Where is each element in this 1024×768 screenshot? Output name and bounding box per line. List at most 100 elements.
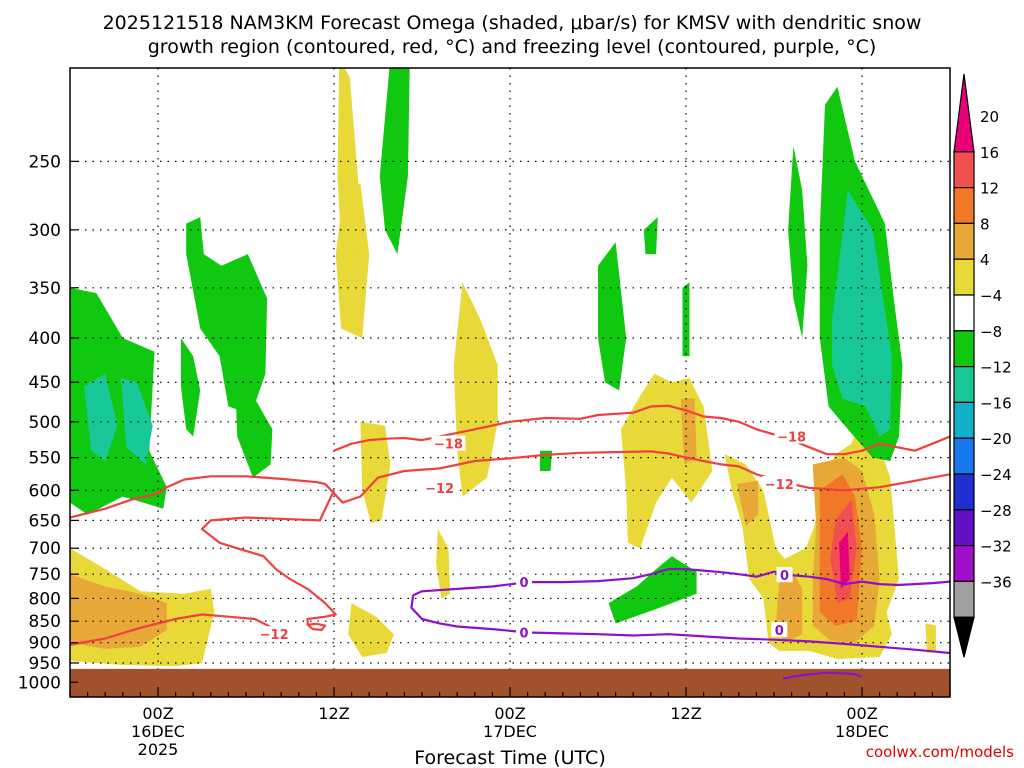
colorbar: 20 16 12 8 4 −4 −8 −12 −16 −20 −24 −28 −32 −36	[953, 73, 1012, 658]
colorbar-label: 4	[980, 251, 990, 269]
pressure-tick-label: 850	[29, 612, 61, 632]
credit-text: coolwx.com/models	[866, 743, 1014, 761]
contour-label-bg	[516, 624, 533, 640]
colorbar-label: −8	[980, 323, 1002, 341]
omega-region	[70, 287, 167, 515]
omega-region	[925, 623, 936, 653]
omega-region	[643, 217, 658, 255]
colorbar-label: 16	[980, 144, 999, 162]
colorbar-label: −16	[980, 394, 1012, 412]
omega-region	[379, 68, 410, 255]
contour-label-bg	[257, 626, 292, 642]
contour-label-bg	[516, 574, 533, 590]
colorbar-label: −20	[980, 430, 1012, 448]
contour-label: −12	[260, 628, 289, 643]
pressure-tick-label: 650	[29, 511, 61, 531]
contour-label: −18	[777, 431, 806, 446]
omega-region	[186, 217, 268, 415]
omega-region	[608, 556, 697, 624]
grid-lines	[70, 68, 950, 669]
pressure-tick-label: 550	[29, 449, 61, 469]
time-tick-label: 16DEC	[131, 722, 185, 741]
colorbar-bin	[953, 473, 975, 511]
chart-title-line-2: growth region (contoured, red, °C) and f…	[148, 36, 877, 58]
time-tick-label: 12Z	[670, 704, 701, 723]
pressure-tick-label: 500	[29, 413, 61, 433]
pressure-tick-label: 950	[29, 654, 61, 674]
pressure-tick-label: 350	[29, 279, 61, 299]
colorbar-bin	[953, 509, 975, 547]
colorbar-bin	[953, 544, 975, 582]
contour-labels: −18 −12 −12 0 0 −18 −12 0 0	[257, 428, 809, 643]
contour-label: 0	[520, 627, 529, 642]
pressure-tick-label: 700	[29, 539, 61, 559]
omega-region	[680, 398, 697, 465]
omega-region	[121, 378, 153, 465]
contour-label-bg	[771, 621, 788, 637]
omega-region	[682, 282, 690, 357]
colorbar-label: −32	[980, 538, 1012, 556]
time-tick-label: 00Z	[494, 704, 525, 723]
colorbar-bin	[953, 330, 975, 368]
contour-label: −12	[765, 478, 794, 493]
red-isotherm-line	[333, 404, 950, 456]
contour-label: −18	[434, 438, 463, 453]
omega-region	[788, 146, 808, 338]
colorbar-bin	[953, 437, 975, 475]
omega-region	[84, 373, 118, 461]
colorbar-bin	[953, 294, 975, 332]
omega-region	[70, 574, 167, 649]
contour-label-bg	[431, 435, 466, 451]
freezing-level-line	[782, 671, 863, 680]
colorbar-label: −28	[980, 502, 1012, 520]
omega-region	[348, 603, 394, 657]
colorbar-bin	[953, 366, 975, 404]
omega-region	[360, 421, 391, 524]
colorbar-label: −12	[980, 359, 1012, 377]
colorbar-label: 12	[980, 180, 999, 198]
time-tick-label: 18DEC	[835, 722, 889, 741]
pressure-tick-label: 1000	[18, 673, 61, 693]
contour-label-bg	[774, 428, 809, 444]
omega-region	[737, 480, 759, 527]
colorbar-label: 20	[980, 108, 999, 126]
time-tick-label: 17DEC	[483, 722, 537, 741]
contour-label: 0	[520, 576, 529, 591]
pressure-tick-label: 750	[29, 565, 61, 585]
time-tick-label: 12Z	[318, 704, 349, 723]
red-isotherm-line	[200, 489, 337, 626]
omega-region	[235, 386, 273, 478]
contour-label-bg	[776, 567, 793, 583]
pressure-tick-label: 450	[29, 373, 61, 393]
pressure-tick-label: 250	[29, 152, 61, 172]
omega-shaded-regions	[70, 68, 936, 667]
colorbar-bin	[953, 222, 975, 260]
x-axis-label: Forecast Time (UTC)	[414, 747, 605, 768]
pressure-tick-label: 900	[29, 634, 61, 654]
freezing-level-contours	[410, 567, 950, 680]
colorbar-label: −36	[980, 573, 1012, 591]
pressure-axis: 2503003504004505005506006507007508008509…	[18, 152, 78, 693]
pressure-tick-label: 400	[29, 329, 61, 349]
colorbar-label: −24	[980, 466, 1012, 484]
omega-region	[832, 190, 892, 437]
omega-region	[337, 68, 363, 255]
colorbar-bin	[953, 151, 975, 189]
pressure-tick-label: 600	[29, 481, 61, 501]
time-tick-label: 00Z	[142, 704, 173, 723]
omega-region	[839, 531, 850, 589]
colorbar-bin	[953, 187, 975, 225]
red-isotherm-line	[70, 613, 282, 646]
colorbar-label: 8	[980, 215, 990, 233]
freezing-level-line	[410, 594, 950, 655]
pressure-tick-label: 800	[29, 589, 61, 609]
omega-region	[598, 242, 627, 391]
freezing-level-line	[412, 567, 950, 597]
contour-label: 0	[780, 569, 789, 584]
pressure-tick-label: 300	[29, 221, 61, 241]
colorbar-bin	[953, 580, 975, 618]
colorbar-bin	[953, 401, 975, 439]
contour-label: −12	[425, 482, 454, 497]
